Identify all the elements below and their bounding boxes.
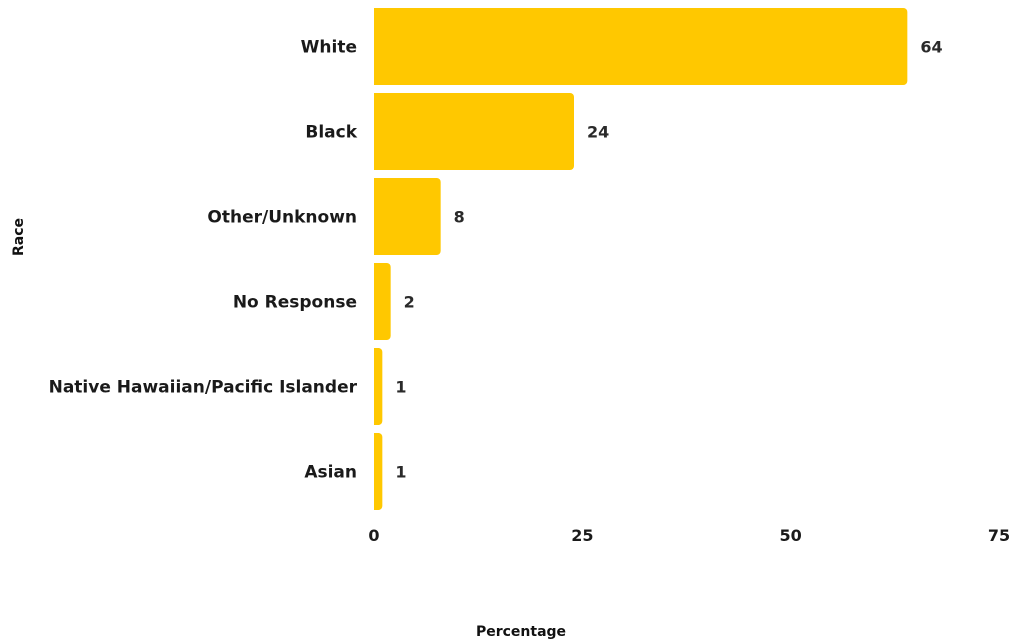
value-label-other-unknown: 8 [454, 208, 465, 227]
y-axis-title: Race [11, 218, 27, 256]
bar-base-no-response [374, 263, 379, 340]
x-axis-ticks: 0 25 50 75 [368, 526, 1010, 545]
bar-other-unknown [374, 178, 441, 255]
category-label-native-hawaiian-pacific-islander: Native Hawaiian/Pacific Islander [49, 378, 358, 398]
x-tick-75: 75 [988, 526, 1010, 545]
category-label-black: Black [305, 123, 357, 143]
x-tick-25: 25 [571, 526, 593, 545]
bar-white [374, 8, 908, 85]
x-tick-50: 50 [780, 526, 802, 545]
category-label-no-response: No Response [233, 293, 357, 313]
value-label-white: 64 [920, 38, 942, 57]
category-label-white: White [301, 38, 357, 58]
bars-layer [374, 8, 908, 510]
value-label-no-response: 2 [404, 293, 415, 312]
x-tick-0: 0 [368, 526, 379, 545]
bar-base-white [374, 8, 379, 85]
category-label-asian: Asian [304, 463, 357, 483]
value-label-asian: 1 [395, 463, 406, 482]
labels-layer: White 64 Black 24 Other/Unknown 8 No Response 2… [49, 38, 943, 483]
bar-black [374, 93, 574, 170]
value-label-black: 24 [587, 123, 609, 142]
category-label-other-unknown: Other/Unknown [207, 208, 357, 228]
x-axis-title: Percentage [476, 624, 566, 640]
bar-base-native-hawaiian-pacific-islander [374, 348, 379, 425]
bar-base-asian [374, 433, 379, 510]
bar-base-black [374, 93, 379, 170]
bar-base-other-unknown [374, 178, 379, 255]
value-label-native-hawaiian-pacific-islander: 1 [395, 378, 406, 397]
